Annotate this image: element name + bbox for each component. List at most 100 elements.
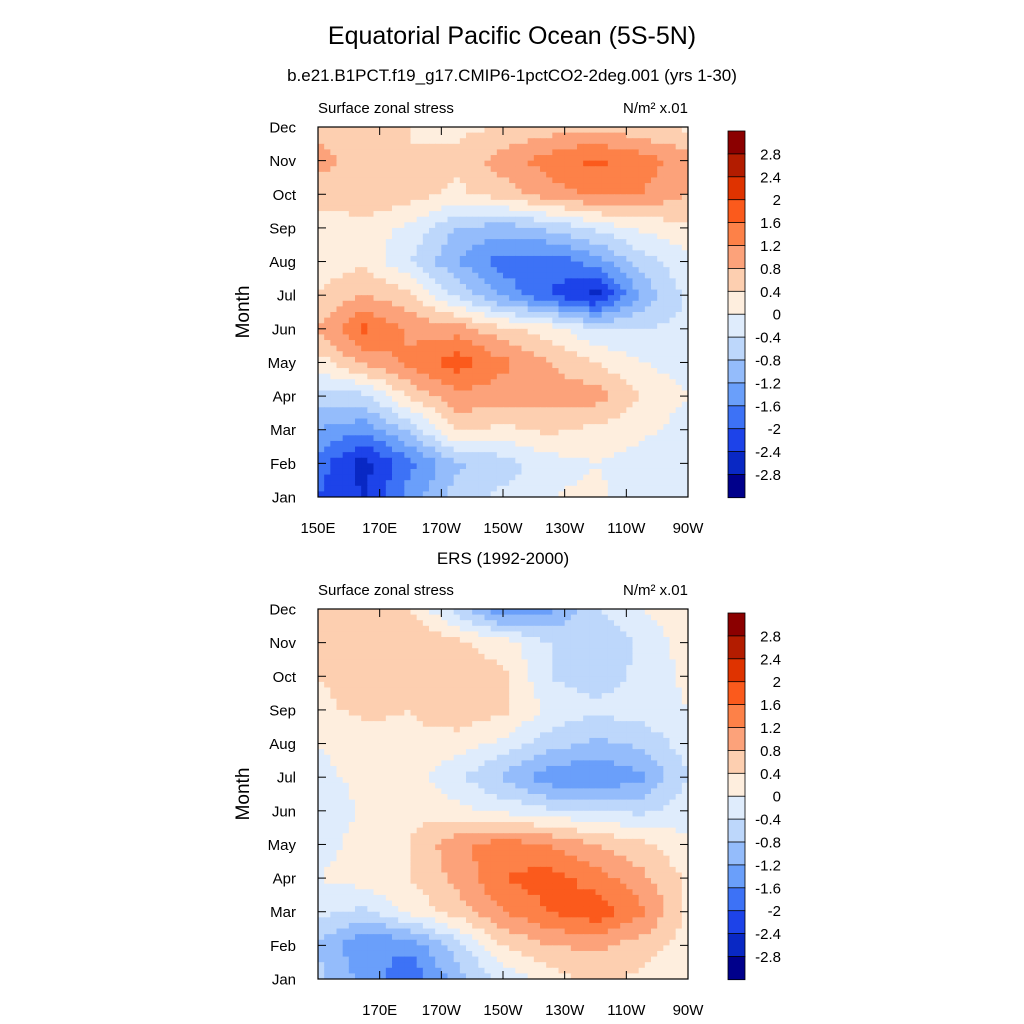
contour-cell xyxy=(632,676,640,683)
contour-cell xyxy=(336,160,344,167)
contour-cell xyxy=(614,283,621,291)
contour-cell xyxy=(663,188,671,195)
contour-cell xyxy=(521,155,529,162)
contour-cell xyxy=(404,149,412,156)
contour-cell xyxy=(638,177,646,184)
contour-cell xyxy=(318,160,325,167)
contour-cell xyxy=(638,642,646,649)
contour-cell xyxy=(515,261,523,268)
contour-cell xyxy=(496,491,504,497)
contour-cell xyxy=(638,676,646,683)
contour-cell xyxy=(466,401,473,408)
contour-cell xyxy=(669,653,677,661)
contour-cell xyxy=(620,485,627,492)
contour-cell xyxy=(644,681,652,689)
contour-cell xyxy=(410,463,418,470)
contour-cell xyxy=(540,244,547,251)
contour-cell xyxy=(379,631,387,638)
contour-cell xyxy=(379,233,387,240)
contour-cell xyxy=(669,457,677,464)
contour-cell xyxy=(490,300,498,307)
contour-cell xyxy=(614,328,621,336)
contour-cell xyxy=(348,452,356,459)
contour-cell xyxy=(564,676,572,683)
contour-cell xyxy=(558,267,566,274)
contour-cell xyxy=(453,289,461,296)
contour-cell xyxy=(614,379,621,386)
contour-cell xyxy=(398,681,405,689)
contour-cell xyxy=(577,255,584,263)
contour-cell xyxy=(459,614,467,621)
contour-cell xyxy=(503,188,510,195)
contour-cell xyxy=(416,491,424,497)
contour-cell xyxy=(663,368,671,375)
contour-cell xyxy=(503,199,510,207)
contour-cell xyxy=(546,653,553,661)
contour-cell xyxy=(318,693,325,700)
contour-cell xyxy=(392,132,399,139)
contour-cell xyxy=(318,261,325,268)
contour-cell xyxy=(484,631,492,638)
contour-cell xyxy=(435,155,442,162)
contour-cell xyxy=(589,435,597,442)
contour-cell xyxy=(614,261,621,268)
contour-cell xyxy=(398,340,405,347)
contour-cell xyxy=(379,183,387,190)
contour-cell xyxy=(318,665,325,672)
contour-cell xyxy=(410,631,418,638)
contour-cell xyxy=(435,216,442,223)
contour-cell xyxy=(404,312,412,319)
contour-cell xyxy=(663,687,671,694)
contour-cell xyxy=(348,211,356,218)
contour-cell xyxy=(379,687,387,694)
contour-cell xyxy=(367,334,375,341)
contour-cell xyxy=(657,474,664,481)
contour-cell xyxy=(595,637,603,644)
contour-cell xyxy=(669,609,677,616)
contour-cell xyxy=(342,216,350,223)
contour-cell xyxy=(355,446,362,453)
contour-cell xyxy=(669,452,677,459)
contour-cell xyxy=(509,620,516,627)
contour-cell xyxy=(459,250,467,257)
contour-cell xyxy=(595,323,603,330)
contour-cell xyxy=(435,396,442,403)
contour-cell xyxy=(459,648,467,655)
contour-cell xyxy=(644,620,652,627)
contour-cell xyxy=(496,289,504,296)
contour-cell xyxy=(398,452,405,459)
contour-cell xyxy=(459,631,467,638)
contour-cell xyxy=(626,340,634,347)
contour-cell xyxy=(521,177,529,184)
contour-cell xyxy=(404,233,412,240)
contour-cell xyxy=(657,267,664,274)
contour-cell xyxy=(404,300,412,307)
contour-cell xyxy=(490,183,498,190)
contour-cell xyxy=(379,440,387,448)
contour-cell xyxy=(361,171,368,179)
contour-cell xyxy=(607,334,615,341)
contour-cell xyxy=(342,351,350,358)
contour-cell xyxy=(484,468,492,476)
contour-cell xyxy=(472,166,479,173)
contour-cell xyxy=(324,317,331,324)
contour-cell xyxy=(410,138,418,145)
contour-cell xyxy=(361,188,368,195)
contour-cell xyxy=(324,323,331,330)
contour-cell xyxy=(324,334,331,341)
contour-cell xyxy=(515,670,523,677)
contour-cell xyxy=(404,379,412,386)
contour-cell xyxy=(318,194,325,201)
contour-cell xyxy=(503,300,510,307)
contour-cell xyxy=(361,250,368,257)
contour-cell xyxy=(404,480,412,487)
contour-cell xyxy=(601,171,609,179)
contour-cell xyxy=(669,468,677,476)
contour-cell xyxy=(657,446,664,453)
contour-cell xyxy=(459,418,467,425)
contour-cell xyxy=(429,138,436,145)
contour-cell xyxy=(385,194,393,201)
contour-cell xyxy=(657,468,664,476)
contour-cell xyxy=(675,463,683,470)
contour-cell xyxy=(546,155,553,162)
